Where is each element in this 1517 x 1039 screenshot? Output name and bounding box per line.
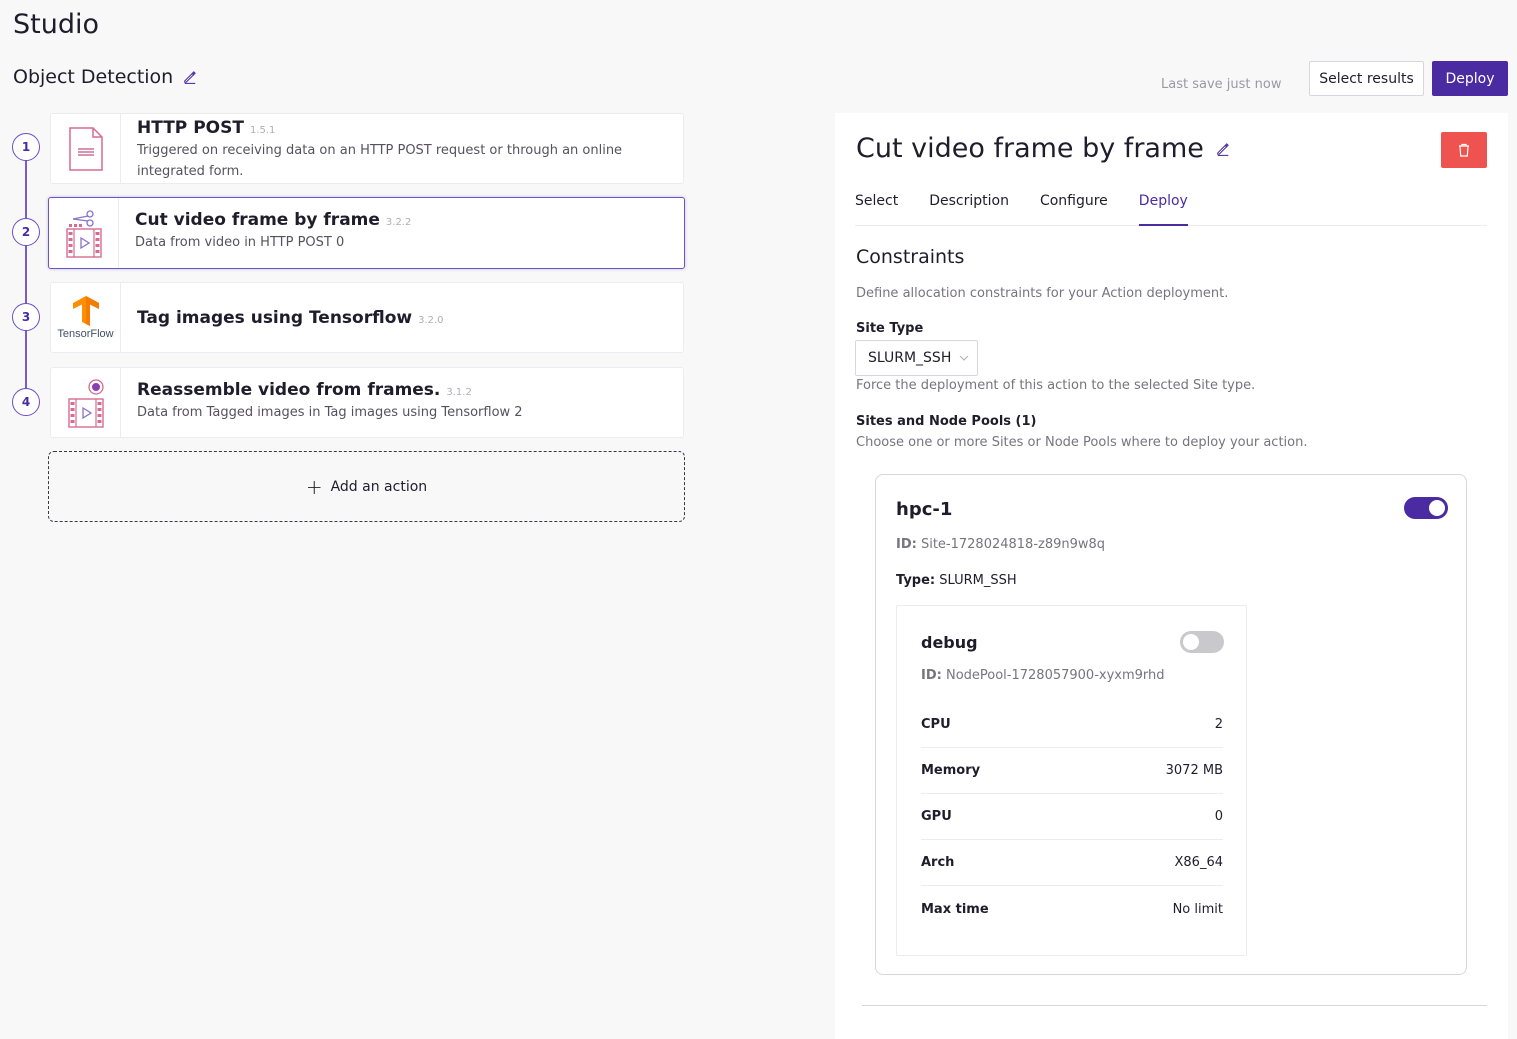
workflow-name: Object Detection <box>13 66 174 88</box>
edit-pencil-icon[interactable] <box>183 70 197 84</box>
step-number-2: 2 <box>12 218 40 246</box>
node-pool-toggle[interactable] <box>1180 631 1224 653</box>
form-document-icon <box>51 114 121 183</box>
video-reassemble-icon <box>51 368 121 437</box>
app-title: Studio <box>13 9 99 40</box>
plus-icon: + <box>305 474 323 499</box>
action-description: Triggered on receiving data on an HTTP P… <box>137 143 623 179</box>
video-cut-icon <box>49 198 119 268</box>
spec-row: GPU 0 <box>921 794 1223 840</box>
site-type-help: Force the deployment of this action to t… <box>856 378 1256 393</box>
spec-value: 3072 MB <box>1165 763 1223 778</box>
spec-key: Memory <box>921 763 981 778</box>
spec-key: Max time <box>921 901 989 917</box>
deploy-button[interactable]: Deploy <box>1432 61 1508 96</box>
tab-select[interactable]: Select <box>855 193 899 209</box>
spec-row: Arch X86_64 <box>921 840 1223 886</box>
node-pool-id-label: ID: <box>921 668 942 683</box>
tab-description[interactable]: Description <box>929 193 1009 209</box>
action-detail-panel: Cut video frame by frame Select Descript… <box>835 113 1508 1039</box>
edit-pencil-icon[interactable] <box>1216 142 1230 156</box>
spec-value: 0 <box>1214 809 1223 824</box>
panel-title-text: Cut video frame by frame <box>856 133 1204 164</box>
tab-configure[interactable]: Configure <box>1039 193 1108 209</box>
spec-key: CPU <box>921 717 951 732</box>
add-action-button[interactable]: + Add an action <box>48 451 685 522</box>
node-pool-id-value: NodePool-1728057900-xyxm9rhd <box>945 668 1165 683</box>
panel-divider <box>862 1005 1487 1006</box>
tab-deploy[interactable]: Deploy <box>1138 193 1188 226</box>
action-title: Tag images using Tensorflow <box>137 307 413 328</box>
tensorflow-logo-text: TensorFlow <box>57 328 114 340</box>
sites-help: Choose one or more Sites or Node Pools w… <box>856 435 1308 450</box>
node-pool-specs: CPU 2 Memory 3072 MB GPU 0 Arch X86_64 Max t… <box>921 702 1223 932</box>
step-timeline-line <box>25 160 27 392</box>
step-number-1: 1 <box>12 133 40 161</box>
action-card-tensorflow[interactable]: TensorFlow Tag images using Tensorflow 3.… <box>50 282 684 353</box>
node-pool-id: ID: NodePool-1728057900-xyxm9rhd <box>921 668 1165 683</box>
chevron-down-icon <box>959 355 969 361</box>
spec-value: No limit <box>1172 901 1223 917</box>
spec-row: Memory 3072 MB <box>921 748 1223 794</box>
action-title: Reassemble video from frames. <box>137 380 441 400</box>
site-id: ID: Site-1728024818-z89n9w8q <box>896 537 1105 552</box>
step-number-3: 3 <box>12 303 40 331</box>
action-card-cut-video[interactable]: Cut video frame by frame 3.2.2 Data from … <box>48 197 685 269</box>
site-name: hpc-1 <box>896 499 953 520</box>
action-description: Data from video in HTTP POST 0 <box>135 235 345 250</box>
site-toggle[interactable] <box>1404 497 1448 519</box>
site-card: hpc-1 ID: Site-1728024818-z89n9w8q Type:… <box>875 474 1467 975</box>
node-pool-card: debug ID: NodePool-1728057900-xyxm9rhd C… <box>896 605 1247 956</box>
spec-row: CPU 2 <box>921 702 1223 748</box>
site-type-select[interactable]: SLURM_SSH <box>855 340 978 376</box>
action-title: HTTP POST <box>137 118 244 138</box>
site-type: Type: SLURM_SSH <box>896 573 1017 588</box>
action-card-http-post[interactable]: HTTP POST 1.5.1 Triggered on receiving da… <box>50 113 684 184</box>
workflow-title: Object Detection <box>13 66 197 88</box>
site-type-label: Type: <box>896 573 936 588</box>
save-status: Last save just now <box>1161 77 1282 92</box>
tensorflow-logo: TensorFlow <box>51 283 121 352</box>
action-description: Data from Tagged images in Tag images us… <box>137 405 523 420</box>
toggle-knob <box>1429 500 1445 516</box>
action-version: 3.1.2 <box>446 387 472 398</box>
spec-row: Max time No limit <box>921 886 1223 932</box>
action-version: 3.2.0 <box>418 314 444 326</box>
site-type-value: SLURM_SSH <box>939 573 1017 588</box>
trash-icon <box>1459 143 1469 157</box>
toggle-knob <box>1183 634 1199 650</box>
site-type-label: Site Type <box>856 321 924 336</box>
action-title: Cut video frame by frame <box>135 210 380 230</box>
panel-tabs: Select Description Configure Deploy <box>855 193 1487 226</box>
select-results-button[interactable]: Select results <box>1309 61 1424 96</box>
action-card-reassemble-video[interactable]: Reassemble video from frames. 3.1.2 Data … <box>50 367 684 438</box>
site-id-value: Site-1728024818-z89n9w8q <box>920 537 1106 552</box>
step-number-4: 4 <box>12 388 40 416</box>
spec-key: GPU <box>921 809 952 824</box>
action-version: 1.5.1 <box>249 125 276 136</box>
delete-action-button[interactable] <box>1441 132 1487 168</box>
constraints-title: Constraints <box>856 246 965 268</box>
add-action-label: Add an action <box>330 478 428 495</box>
site-id-label: ID: <box>896 537 917 552</box>
sites-label: Sites and Node Pools (1) <box>856 414 1037 429</box>
spec-key: Arch <box>921 855 955 870</box>
node-pool-name: debug <box>921 633 978 652</box>
action-version: 3.2.2 <box>385 217 412 228</box>
spec-value: 2 <box>1214 717 1223 732</box>
site-type-value: SLURM_SSH <box>868 350 952 366</box>
spec-value: X86_64 <box>1174 855 1224 870</box>
constraints-description: Define allocation constraints for your A… <box>856 286 1229 301</box>
panel-title: Cut video frame by frame <box>856 133 1230 164</box>
